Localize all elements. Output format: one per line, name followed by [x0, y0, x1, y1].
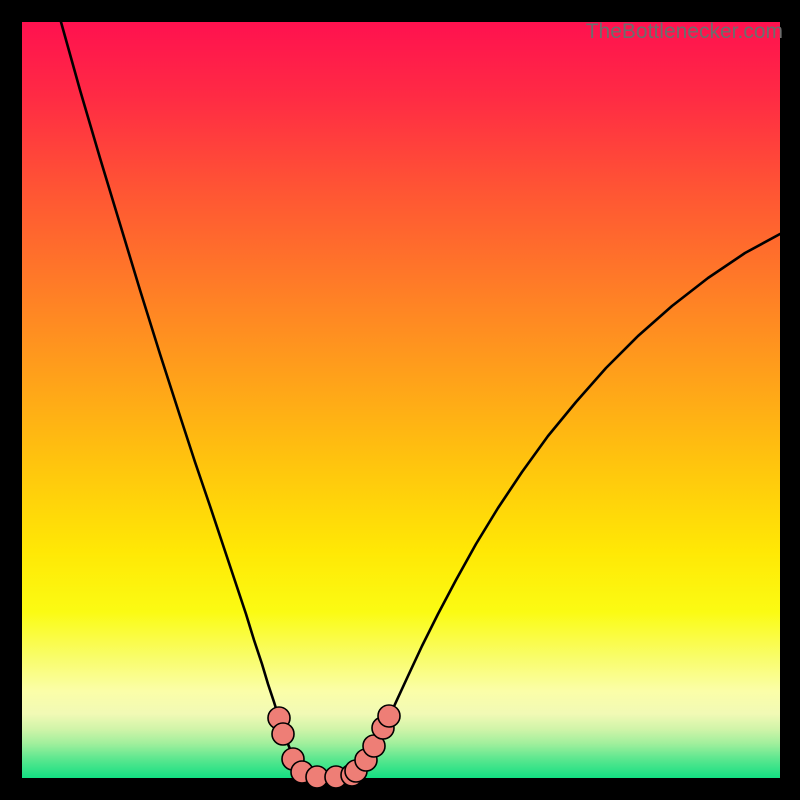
plot-area	[22, 22, 780, 778]
chart-container: TheBottlenecker.com	[0, 0, 800, 800]
watermark: TheBottlenecker.com	[586, 20, 783, 43]
chart-svg: TheBottlenecker.com	[0, 0, 800, 800]
curve-marker	[272, 723, 294, 745]
curve-marker	[378, 705, 400, 727]
